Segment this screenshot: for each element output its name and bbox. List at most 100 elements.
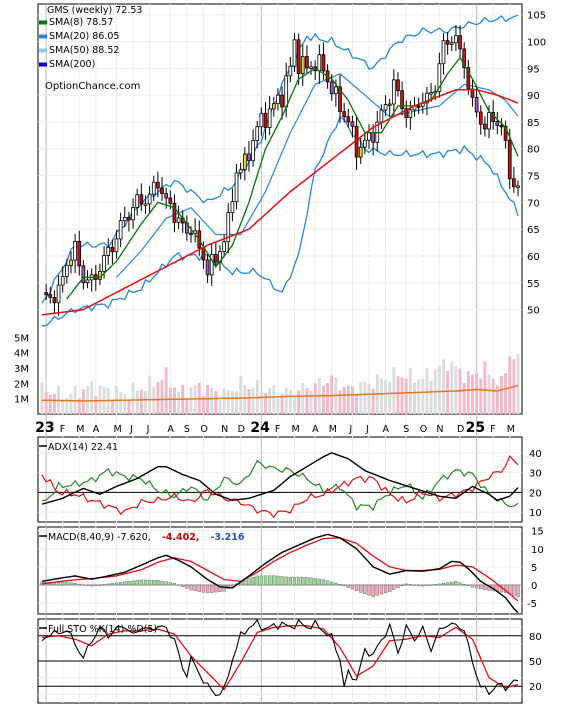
candle-body: [383, 104, 388, 111]
chart-title: GMS (weekly) 72.53: [47, 5, 142, 16]
volume-bar: [94, 396, 98, 414]
candle-body: [400, 90, 404, 110]
candle-body: [329, 81, 334, 95]
candle-body: [110, 246, 115, 253]
macd-histogram-bar: [255, 575, 259, 586]
candle-body: [247, 153, 251, 162]
macd-histogram-bar: [201, 584, 206, 593]
candle-body: [172, 202, 177, 223]
candle-body: [106, 246, 111, 256]
candle-body: [255, 126, 260, 142]
macd-histogram-bar: [462, 584, 466, 586]
candle-body: [73, 241, 77, 261]
macd-histogram-bar: [81, 584, 86, 586]
volume-bar: [508, 356, 512, 414]
price-tick-label: 90: [527, 91, 540, 102]
candle-body: [391, 79, 396, 105]
macd-panel-frame: [37, 526, 523, 615]
candle-body: [168, 197, 173, 204]
macd-histogram-bar: [325, 580, 330, 586]
macd-tick-label: 0: [531, 581, 537, 592]
candle-body: [292, 39, 297, 67]
legend-sma20: SMA(20) 86.05: [39, 31, 119, 42]
volume-bar: [413, 382, 416, 414]
macd-histogram-bar: [164, 581, 168, 586]
candle-body: [296, 39, 301, 74]
x-tick-label: S: [184, 424, 190, 435]
volume-bar: [392, 367, 396, 414]
volume-bar: [86, 385, 89, 414]
candle-body: [470, 88, 475, 98]
macd-histogram-bar: [214, 584, 218, 593]
volume-bar: [495, 385, 499, 414]
volume-bar: [251, 387, 255, 414]
macd-histogram-bar: [437, 583, 442, 586]
candle-body: [503, 125, 508, 141]
volume-average-line: [41, 384, 519, 402]
price-tick-label: 95: [527, 64, 540, 75]
macd-histogram-bar: [172, 582, 177, 586]
macd-histogram-bar: [94, 584, 98, 586]
macd-histogram-bar: [441, 583, 446, 586]
volume-bar: [135, 390, 139, 414]
macd-histogram-bar: [69, 582, 73, 586]
volume-bar: [123, 394, 127, 414]
macd-histogram-bar: [118, 582, 123, 586]
volume-bar: [367, 383, 371, 414]
candle-body: [52, 296, 57, 304]
candle-body: [242, 153, 247, 171]
macd-histogram-bar: [114, 582, 119, 586]
x-tick-label: M: [507, 424, 515, 435]
volume-bar: [243, 385, 247, 414]
volume-bar: [371, 388, 375, 414]
candle-body: [205, 259, 210, 276]
macd-histogram-bar: [218, 584, 222, 592]
price-tick-label: 80: [527, 145, 540, 156]
macd-histogram-bar: [98, 584, 102, 586]
candle-body: [267, 108, 272, 128]
axis-tick-labels: 23 F M A M J J A S O N D 24 F M A M J J A S O N D 25 F M1051009590…: [14, 11, 546, 693]
x-tick-label: M: [114, 424, 122, 435]
sto-tick-label: 80: [529, 632, 542, 643]
candle-body: [160, 187, 164, 194]
x-tick-label: F: [60, 424, 65, 435]
macd-histogram-bar: [392, 584, 396, 590]
volume-bar: [421, 378, 425, 414]
sto-tick-label: 50: [529, 657, 542, 668]
volume-bar: [346, 385, 350, 414]
candle-body: [437, 63, 442, 92]
macd-histogram-bar: [516, 584, 520, 597]
candle-body: [416, 105, 421, 108]
volume-tick-label: 4M: [14, 349, 29, 360]
macd-histogram-bar: [85, 584, 90, 586]
volume-bar: [280, 394, 284, 414]
x-tick-label: 23: [35, 420, 54, 436]
candle-body: [114, 238, 119, 253]
macd-histogram-bar: [127, 581, 131, 586]
adx-tick-label: 30: [529, 469, 542, 480]
candle-body: [98, 270, 102, 280]
candle-body: [189, 232, 193, 236]
x-tick-label: S: [403, 424, 409, 435]
volume-bar: [466, 371, 470, 414]
macd-histogram-bar: [197, 584, 201, 592]
macd-histogram-bar: [110, 583, 115, 586]
adx-panel-frame: [37, 436, 523, 523]
x-tick-label: N: [436, 424, 443, 435]
volume-bar: [330, 375, 334, 414]
candle-body: [516, 185, 520, 188]
macd-label: MACD(8,40,9) -7.620, -4.402, -3.216: [39, 532, 245, 543]
macd-histogram-bar: [483, 584, 487, 590]
volume-bar: [475, 373, 479, 414]
macd-histogram-bar: [90, 584, 94, 587]
adx-tick-label: 10: [529, 508, 542, 519]
candle-body: [387, 103, 392, 106]
price-tick-label: 85: [527, 118, 540, 129]
macd-histogram-bar: [288, 577, 292, 586]
candle-body: [69, 259, 73, 266]
volume-bar: [210, 387, 214, 414]
candle-body: [60, 276, 65, 286]
volume-bar: [408, 367, 412, 414]
volume-bar: [144, 391, 147, 414]
indicator-lines: [41, 56, 519, 697]
